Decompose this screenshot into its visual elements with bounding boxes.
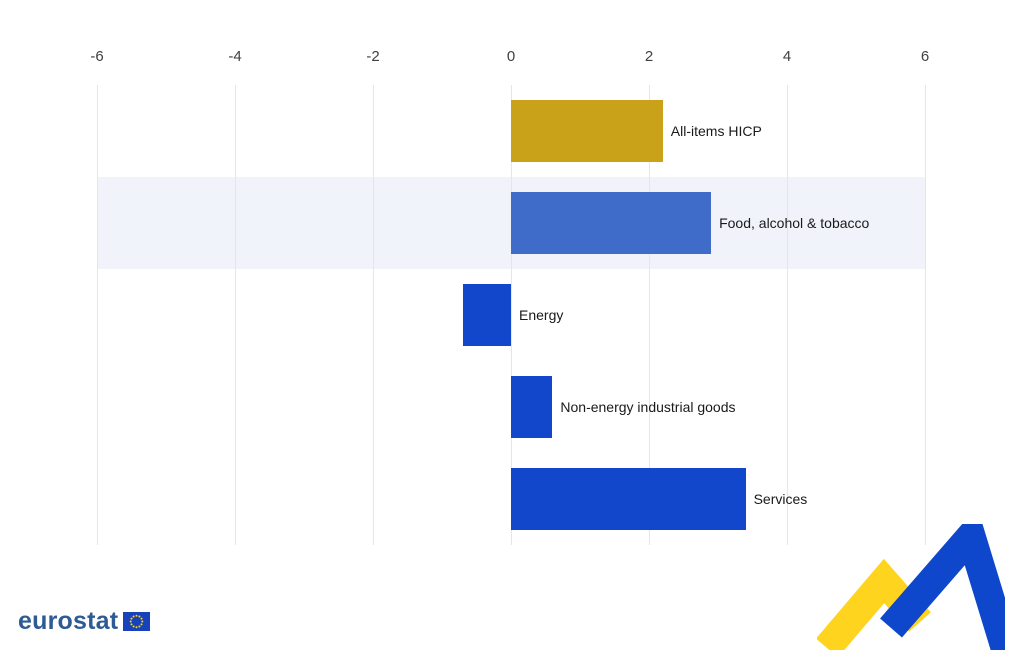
gridline bbox=[97, 85, 98, 545]
x-tick-label: -2 bbox=[366, 48, 380, 65]
eurostat-logo: eurostat bbox=[18, 607, 151, 636]
bar[interactable] bbox=[462, 284, 511, 346]
bar[interactable] bbox=[511, 376, 553, 438]
x-tick-label: 6 bbox=[920, 48, 930, 65]
gridline bbox=[925, 85, 926, 545]
bar[interactable] bbox=[511, 468, 746, 530]
gridline bbox=[235, 85, 236, 545]
gridline bbox=[787, 85, 788, 545]
bar[interactable] bbox=[511, 192, 712, 254]
bar-label: Energy bbox=[519, 307, 564, 323]
gridline bbox=[373, 85, 374, 545]
x-tick-label: 4 bbox=[782, 48, 792, 65]
gridline bbox=[649, 85, 650, 545]
eu-flag-icon bbox=[123, 612, 151, 631]
x-tick-label: 2 bbox=[644, 48, 654, 65]
bar-label: Services bbox=[753, 491, 808, 507]
bar-label: All-items HICP bbox=[670, 123, 762, 139]
x-tick-label: -6 bbox=[90, 48, 104, 65]
gridline bbox=[511, 85, 512, 545]
x-tick-label: 0 bbox=[506, 48, 516, 65]
bar-label: Food, alcohol & tobacco bbox=[719, 215, 870, 231]
eurostat-wordmark: eurostat bbox=[18, 607, 119, 635]
eurostat-zigzag-logo-icon bbox=[815, 506, 1021, 652]
bar-label: Non-energy industrial goods bbox=[560, 399, 736, 415]
x-tick-label: -4 bbox=[228, 48, 242, 65]
bar[interactable] bbox=[511, 100, 663, 162]
